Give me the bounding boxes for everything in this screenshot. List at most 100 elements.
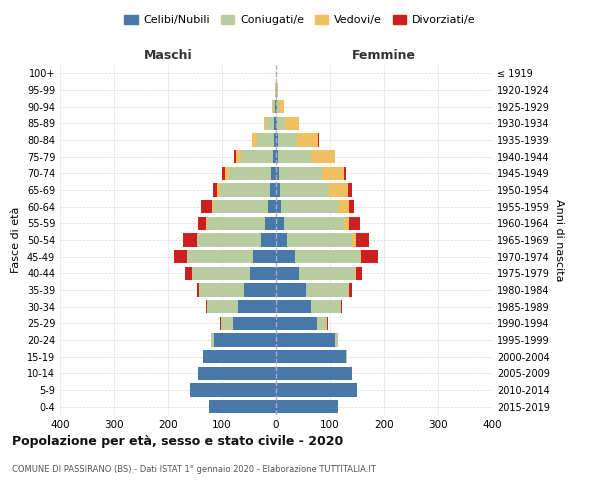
- Bar: [276, 316, 317, 330]
- Bar: [238, 300, 276, 314]
- Bar: [274, 116, 276, 130]
- Bar: [311, 150, 335, 164]
- Bar: [278, 166, 322, 180]
- Bar: [276, 150, 278, 164]
- Bar: [229, 166, 271, 180]
- Bar: [209, 400, 276, 413]
- Bar: [276, 216, 284, 230]
- Bar: [276, 400, 338, 413]
- Bar: [277, 116, 285, 130]
- Bar: [212, 200, 214, 213]
- Bar: [174, 250, 187, 264]
- Bar: [214, 334, 276, 346]
- Bar: [222, 166, 225, 180]
- Bar: [276, 300, 311, 314]
- Bar: [273, 100, 275, 114]
- Legend: Celibi/Nubili, Coniugati/e, Vedovi/e, Divorziati/e: Celibi/Nubili, Coniugati/e, Vedovi/e, Di…: [120, 10, 480, 30]
- Bar: [317, 316, 328, 330]
- Bar: [277, 100, 279, 114]
- Bar: [360, 250, 361, 264]
- Text: Femmine: Femmine: [352, 48, 416, 62]
- Bar: [199, 284, 244, 296]
- Bar: [335, 334, 338, 346]
- Bar: [278, 134, 296, 146]
- Bar: [276, 200, 281, 213]
- Bar: [306, 284, 349, 296]
- Y-axis label: Fasce di età: Fasce di età: [11, 207, 21, 273]
- Bar: [198, 216, 206, 230]
- Bar: [322, 166, 343, 180]
- Bar: [276, 250, 295, 264]
- Bar: [352, 234, 356, 246]
- Bar: [213, 184, 217, 196]
- Bar: [265, 216, 276, 230]
- Bar: [202, 200, 212, 213]
- Bar: [280, 184, 329, 196]
- Bar: [276, 284, 306, 296]
- Bar: [276, 266, 299, 280]
- Bar: [197, 284, 199, 296]
- Bar: [206, 300, 207, 314]
- Bar: [299, 266, 355, 280]
- Bar: [257, 134, 274, 146]
- Bar: [197, 234, 261, 246]
- Bar: [221, 316, 233, 330]
- Bar: [214, 200, 268, 213]
- Bar: [356, 234, 370, 246]
- Bar: [276, 184, 280, 196]
- Bar: [285, 116, 299, 130]
- Bar: [198, 366, 276, 380]
- Bar: [192, 266, 250, 280]
- Bar: [233, 316, 276, 330]
- Bar: [250, 266, 276, 280]
- Bar: [244, 284, 276, 296]
- Bar: [263, 116, 266, 130]
- Bar: [273, 150, 276, 164]
- Bar: [207, 216, 265, 230]
- Bar: [276, 334, 335, 346]
- Bar: [253, 250, 276, 264]
- Bar: [190, 384, 276, 396]
- Bar: [276, 166, 278, 180]
- Bar: [276, 366, 352, 380]
- Bar: [207, 300, 238, 314]
- Bar: [274, 134, 276, 146]
- Bar: [276, 116, 277, 130]
- Bar: [276, 134, 278, 146]
- Bar: [203, 350, 276, 364]
- Bar: [268, 200, 276, 213]
- Bar: [361, 250, 377, 264]
- Bar: [276, 350, 346, 364]
- Bar: [235, 150, 241, 164]
- Text: Maschi: Maschi: [143, 48, 193, 62]
- Bar: [349, 216, 360, 230]
- Bar: [276, 234, 287, 246]
- Bar: [225, 166, 229, 180]
- Bar: [329, 184, 348, 196]
- Bar: [341, 300, 342, 314]
- Bar: [281, 200, 338, 213]
- Bar: [338, 200, 349, 213]
- Bar: [220, 184, 269, 196]
- Bar: [348, 184, 352, 196]
- Bar: [278, 150, 311, 164]
- Bar: [271, 166, 276, 180]
- Bar: [356, 266, 362, 280]
- Bar: [284, 216, 343, 230]
- Bar: [185, 266, 192, 280]
- Bar: [252, 134, 257, 146]
- Bar: [261, 234, 276, 246]
- Bar: [349, 284, 352, 296]
- Bar: [311, 300, 341, 314]
- Bar: [217, 184, 220, 196]
- Y-axis label: Anni di nascita: Anni di nascita: [554, 198, 563, 281]
- Bar: [187, 250, 253, 264]
- Bar: [296, 134, 318, 146]
- Bar: [343, 166, 346, 180]
- Bar: [287, 234, 352, 246]
- Bar: [269, 184, 276, 196]
- Bar: [349, 200, 354, 213]
- Bar: [266, 116, 274, 130]
- Bar: [211, 334, 214, 346]
- Bar: [295, 250, 360, 264]
